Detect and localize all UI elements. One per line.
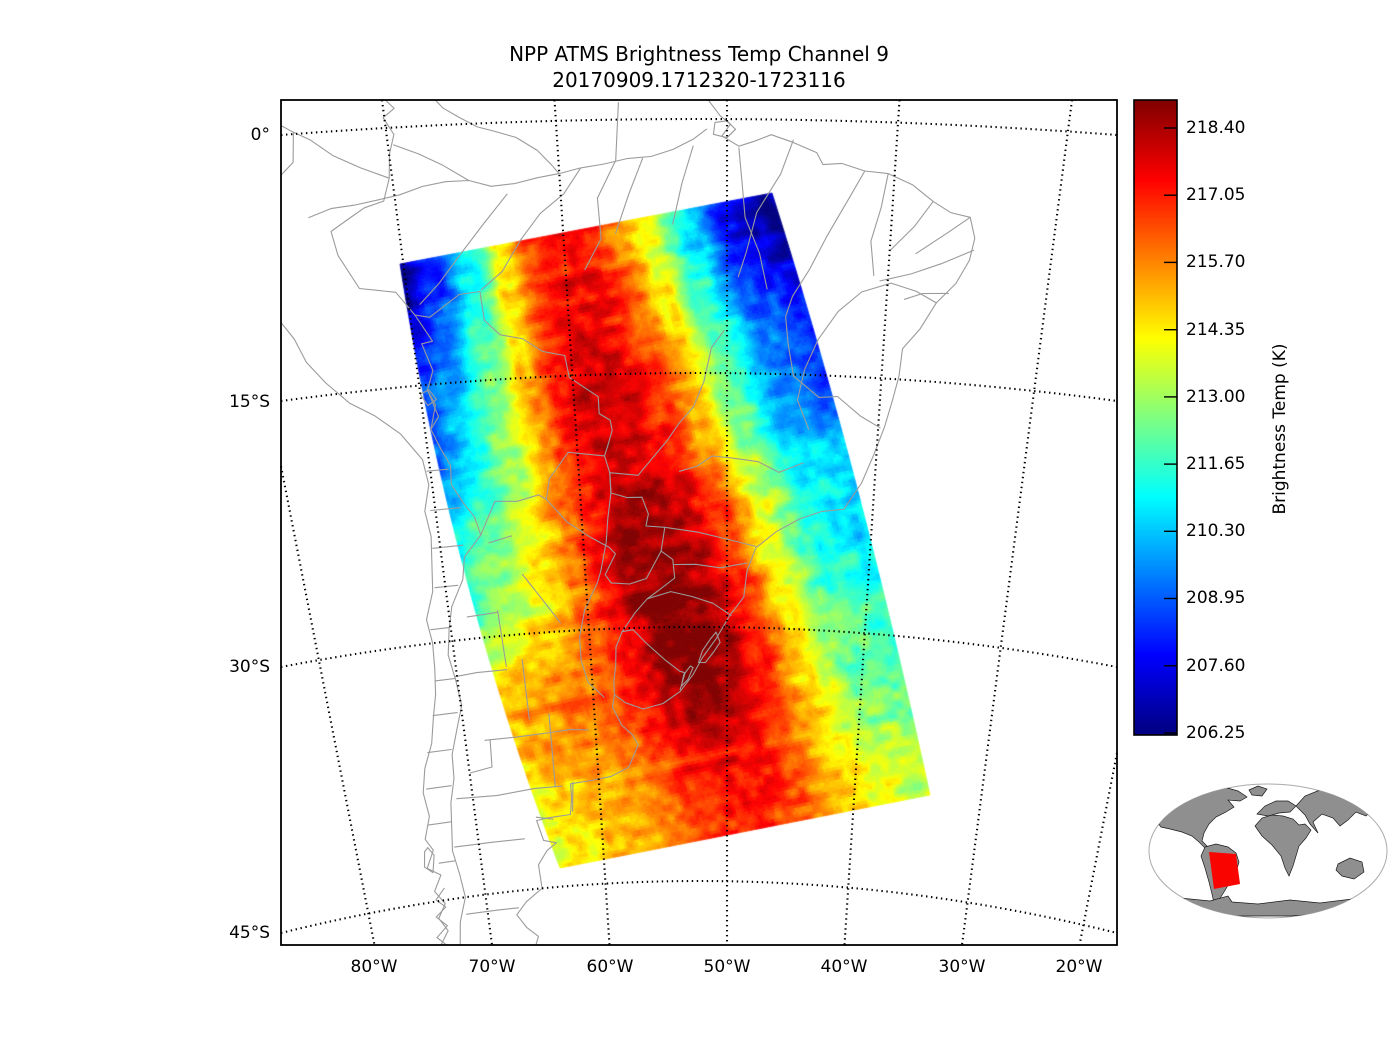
- colorbar-tick-label: 211.65: [1186, 454, 1246, 474]
- colorbar-tick-label: 218.40: [1186, 118, 1246, 138]
- y-tick-label: 45°S: [229, 923, 270, 943]
- colorbar-tick-label: 217.05: [1186, 185, 1246, 205]
- colorbar-canvas: [1134, 100, 1177, 735]
- figure-title: NPP ATMS Brightness Temp Channel 9: [509, 42, 889, 66]
- coastline-borders-layer: [281, 100, 976, 945]
- x-tick-label: 20°W: [1055, 957, 1103, 977]
- inset-greenland: [1248, 785, 1268, 797]
- y-tick-label: 30°S: [229, 657, 270, 677]
- x-tick-label: 40°W: [820, 957, 868, 977]
- colorbar-tick-label: 208.95: [1186, 588, 1246, 608]
- x-tick-label: 60°W: [586, 957, 634, 977]
- inset-africa: [1254, 814, 1312, 877]
- graticule-layer: [279, 99, 1119, 946]
- x-tick-label: 70°W: [468, 957, 516, 977]
- y-tick-label: 0°: [250, 125, 270, 145]
- colorbar-title: Brightness Temp (K): [1270, 343, 1290, 515]
- colorbar-tick-label: 215.70: [1186, 252, 1246, 272]
- swath-canvas: [281, 100, 1117, 945]
- map-frame: [280, 99, 1118, 946]
- colorbar-frame: [1133, 99, 1178, 736]
- inset-world-map: [1148, 783, 1388, 919]
- x-tick-label: 50°W: [703, 957, 751, 977]
- colorbar-ticks: [1164, 127, 1177, 734]
- colorbar-tick-label: 207.60: [1186, 656, 1246, 676]
- x-tick-label: 30°W: [938, 957, 986, 977]
- swath-footprint-highlight: [1209, 852, 1240, 889]
- figure-subtitle: 20170909.1712320-1723116: [552, 68, 846, 92]
- inset-australia: [1335, 857, 1365, 880]
- y-tick-label: 15°S: [229, 392, 270, 412]
- colorbar-tick-label: 214.35: [1186, 320, 1246, 340]
- x-tick-label: 80°W: [350, 957, 398, 977]
- colorbar-tick-label: 210.30: [1186, 521, 1246, 541]
- colorbar-tick-label: 206.25: [1186, 723, 1246, 743]
- colorbar-tick-label: 213.00: [1186, 387, 1246, 407]
